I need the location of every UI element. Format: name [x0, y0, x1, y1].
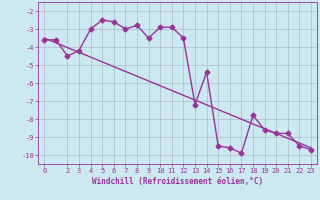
- X-axis label: Windchill (Refroidissement éolien,°C): Windchill (Refroidissement éolien,°C): [92, 177, 263, 186]
